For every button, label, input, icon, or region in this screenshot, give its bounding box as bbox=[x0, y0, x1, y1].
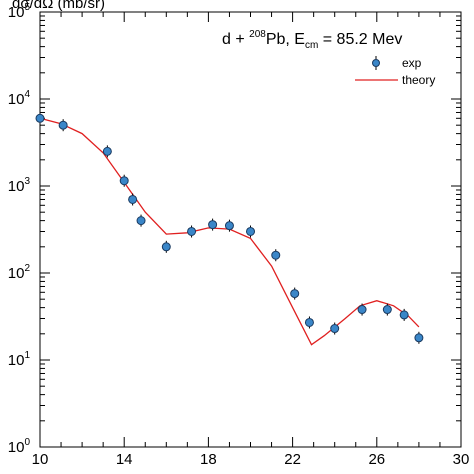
exp-data-point bbox=[357, 305, 367, 315]
y-tick-label-exponent: 4 bbox=[24, 89, 30, 100]
x-tick-label: 30 bbox=[453, 451, 470, 468]
y-tick-label: 103 bbox=[8, 176, 31, 195]
x-tick-label: 10 bbox=[32, 451, 49, 468]
exp-data-point bbox=[224, 221, 234, 231]
exp-data-point bbox=[414, 333, 424, 343]
exp-data-point bbox=[290, 289, 300, 299]
y-tick-label-base: 10 bbox=[8, 4, 25, 21]
y-tick-label: 105 bbox=[8, 2, 31, 21]
legend-exp-marker bbox=[372, 59, 380, 67]
legend: exp theory bbox=[355, 56, 435, 87]
legend-theory-label: theory bbox=[402, 73, 435, 87]
exp-data-point bbox=[246, 226, 255, 236]
exp-data-point bbox=[161, 242, 171, 252]
exp-data-point bbox=[128, 194, 138, 204]
y-tick-label-base: 10 bbox=[8, 439, 25, 456]
reaction-element: Pb, E bbox=[266, 31, 305, 48]
exp-data-point bbox=[330, 324, 340, 334]
reaction-mass-number: 208 bbox=[249, 29, 266, 40]
y-tick-label: 104 bbox=[8, 89, 31, 108]
reaction-prefix: d + bbox=[222, 31, 249, 48]
reaction-subscript: cm bbox=[305, 40, 318, 51]
series-layer bbox=[35, 112, 424, 346]
exp-data-point bbox=[58, 120, 68, 130]
exp-data-point bbox=[102, 146, 112, 156]
reaction-suffix: = 85.2 Mev bbox=[318, 31, 402, 48]
y-axis-label: dσ/dΩ (mb/sr) bbox=[12, 0, 105, 12]
y-tick-label: 101 bbox=[8, 350, 31, 369]
exp-data-point bbox=[136, 216, 146, 226]
exp-data-point bbox=[187, 226, 197, 236]
exp-data-point bbox=[35, 113, 45, 123]
x-tick-label: 14 bbox=[116, 451, 133, 468]
exp-data-point bbox=[271, 250, 281, 260]
y-tick-label-exponent: 2 bbox=[24, 263, 30, 274]
exp-data-point bbox=[399, 310, 409, 320]
y-tick-label-exponent: 5 bbox=[24, 2, 30, 13]
exp-data-point bbox=[208, 220, 218, 230]
y-tick-label-exponent: 3 bbox=[24, 176, 30, 187]
reaction-annotation: d + 208Pb, Ecm = 85.2 Mev bbox=[222, 29, 402, 51]
exp-data-point bbox=[119, 176, 129, 186]
x-tick-label: 26 bbox=[368, 451, 385, 468]
y-tick-label-base: 10 bbox=[8, 178, 25, 195]
y-tick-label-base: 10 bbox=[8, 265, 25, 282]
y-tick-label: 100 bbox=[8, 437, 31, 456]
theory-line bbox=[39, 117, 420, 346]
x-tick-label: 22 bbox=[284, 451, 301, 468]
exp-data-point bbox=[304, 317, 314, 327]
x-tick-label: 18 bbox=[200, 451, 217, 468]
legend-exp-label: exp bbox=[402, 56, 422, 70]
y-tick-label-base: 10 bbox=[8, 91, 25, 108]
y-tick-label-exponent: 1 bbox=[24, 350, 30, 361]
y-tick-label-exponent: 0 bbox=[24, 437, 30, 448]
y-tick-label-base: 10 bbox=[8, 352, 25, 369]
y-tick-label: 102 bbox=[8, 263, 31, 282]
exp-data-point bbox=[382, 305, 392, 315]
